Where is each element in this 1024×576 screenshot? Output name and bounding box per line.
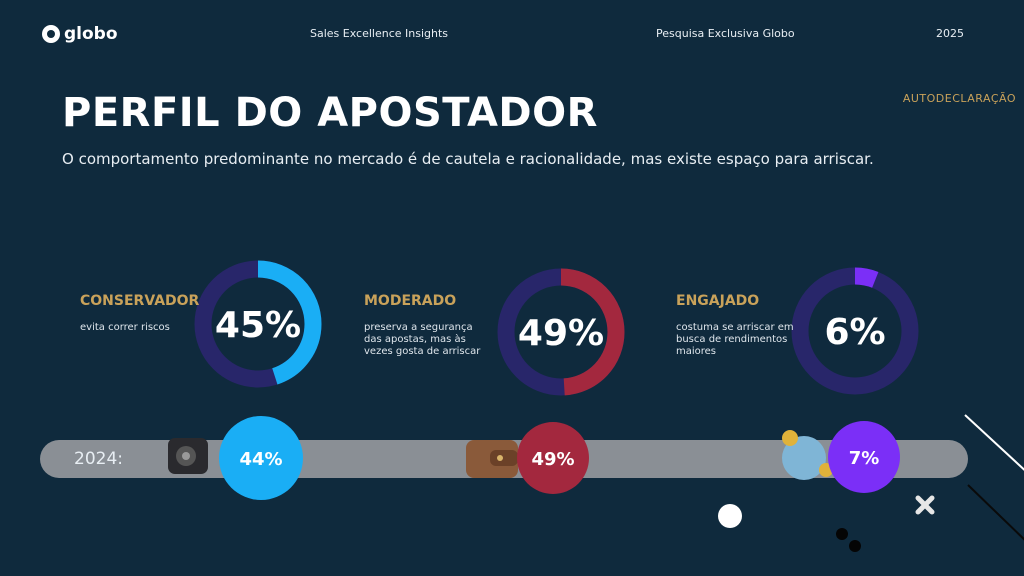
icon-wallet (466, 440, 518, 478)
profile-label: MODERADO (364, 293, 457, 309)
previous-value: 49% (531, 449, 574, 470)
decor-line (967, 484, 1024, 541)
donut-arc (497, 268, 625, 396)
decor-line (964, 414, 1024, 471)
decor-dot (718, 504, 742, 528)
comparison-label: 2024: (74, 449, 123, 469)
profile-label: CONSERVADOR (80, 293, 200, 309)
logo: globo (42, 24, 118, 44)
subtitle: O comportamento predominante no mercado … (62, 150, 874, 168)
donut-arc (791, 267, 919, 395)
header-year: 2025 (936, 27, 964, 40)
icon-money-bag (782, 430, 833, 480)
title: PERFIL DO APOSTADOR (62, 90, 598, 136)
previous-value: 44% (239, 449, 282, 470)
donut-arc (194, 260, 322, 388)
previous-circle (828, 421, 900, 493)
previous-circle (517, 422, 589, 494)
profile-description: preserva a segurança das apostas, mas às… (364, 322, 481, 357)
icon-safe (168, 438, 208, 474)
decor-dot (836, 528, 848, 540)
profile-label: ENGAJADO (676, 293, 760, 309)
previous-value: 7% (849, 448, 880, 469)
profile-description: costuma se arriscar em busca de rendimen… (676, 322, 794, 357)
decor-x (915, 495, 935, 515)
decor-dot (849, 540, 861, 552)
donut-value: 45% (215, 305, 301, 346)
header-text: Pesquisa Exclusiva Globo (656, 27, 795, 40)
tag: AUTODECLARAÇÃO (902, 92, 1016, 105)
donut-value: 49% (518, 313, 604, 354)
profile-description: evita correr riscos (80, 322, 170, 333)
logo-text: globo (64, 24, 118, 44)
previous-circle (219, 416, 303, 500)
header-text: Sales Excellence Insights (310, 27, 449, 40)
donut-value: 6% (824, 312, 885, 353)
